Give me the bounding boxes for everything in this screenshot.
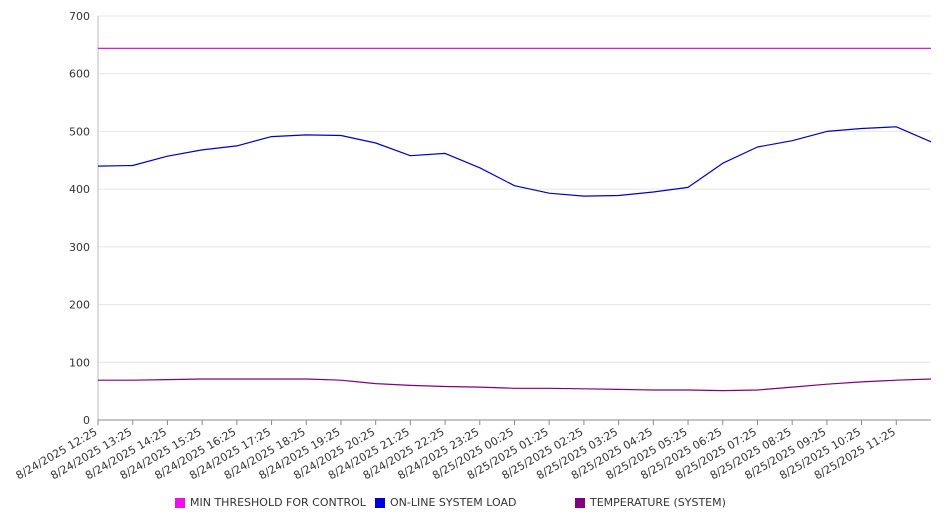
temperature-line [98,378,932,392]
legend-item-temperature: TEMPERATURE (SYSTEM) [575,496,726,509]
legend-label-min-threshold: MIN THRESHOLD FOR CONTROL [190,496,366,509]
y-tick-label: 0 [83,414,90,427]
legend-label-temperature: TEMPERATURE (SYSTEM) [590,496,726,509]
legend-swatch-min-threshold [175,497,185,508]
y-tick-label: 700 [69,10,90,23]
y-tick-label: 600 [69,68,90,81]
legend-label-system-load: ON-LINE SYSTEM LOAD [390,496,517,509]
y-tick-label: 100 [69,356,90,369]
legend-item-min-threshold: MIN THRESHOLD FOR CONTROL [175,496,366,509]
legend-swatch-temperature [575,497,585,508]
system-load-line [97,126,932,197]
y-tick-label: 400 [69,183,90,196]
y-tick-label: 300 [69,241,90,254]
legend-item-system-load: ON-LINE SYSTEM LOAD [375,496,516,509]
legend-swatch-system-load [375,497,385,508]
chart-legend: MIN THRESHOLD FOR CONTROL ON-LINE SYSTEM… [0,496,946,516]
y-tick-label: 200 [69,299,90,312]
y-tick-label: 500 [69,125,90,138]
